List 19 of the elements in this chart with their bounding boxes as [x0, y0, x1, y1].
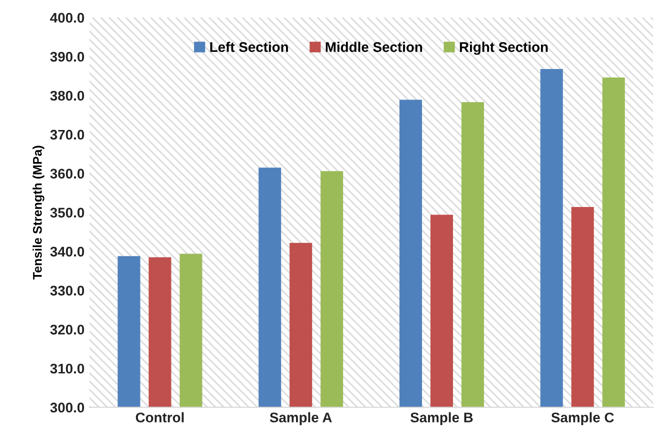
y-tick-label: 370.0	[50, 130, 84, 140]
y-tick-label: 330.0	[50, 286, 84, 296]
legend-label: Right Section	[460, 42, 548, 55]
x-tick-label: Control	[136, 412, 184, 422]
x-tick-label: Sample C	[551, 412, 614, 426]
y-tick-label: 310.0	[50, 364, 84, 374]
y-tick-label: 380.0	[50, 90, 84, 101]
y-tick-label: 300.0	[50, 402, 84, 413]
y-tick-label: 360.0	[50, 168, 84, 179]
legend-label: Left Section	[210, 42, 288, 52]
y-tick-label: 320.0	[50, 324, 84, 335]
y-tick-label: 390.0	[50, 52, 84, 62]
y-tick-label: 340.0	[50, 246, 84, 257]
y-axis-title: Tensile Strength (MPa)	[32, 146, 44, 280]
x-tick-label: Sample A	[270, 412, 332, 426]
legend-label: Middle Section	[326, 42, 422, 52]
x-tick-label: Sample B	[410, 412, 473, 426]
y-tick-label: 350.0	[50, 208, 84, 218]
y-tick-label: 400.0	[50, 12, 84, 23]
